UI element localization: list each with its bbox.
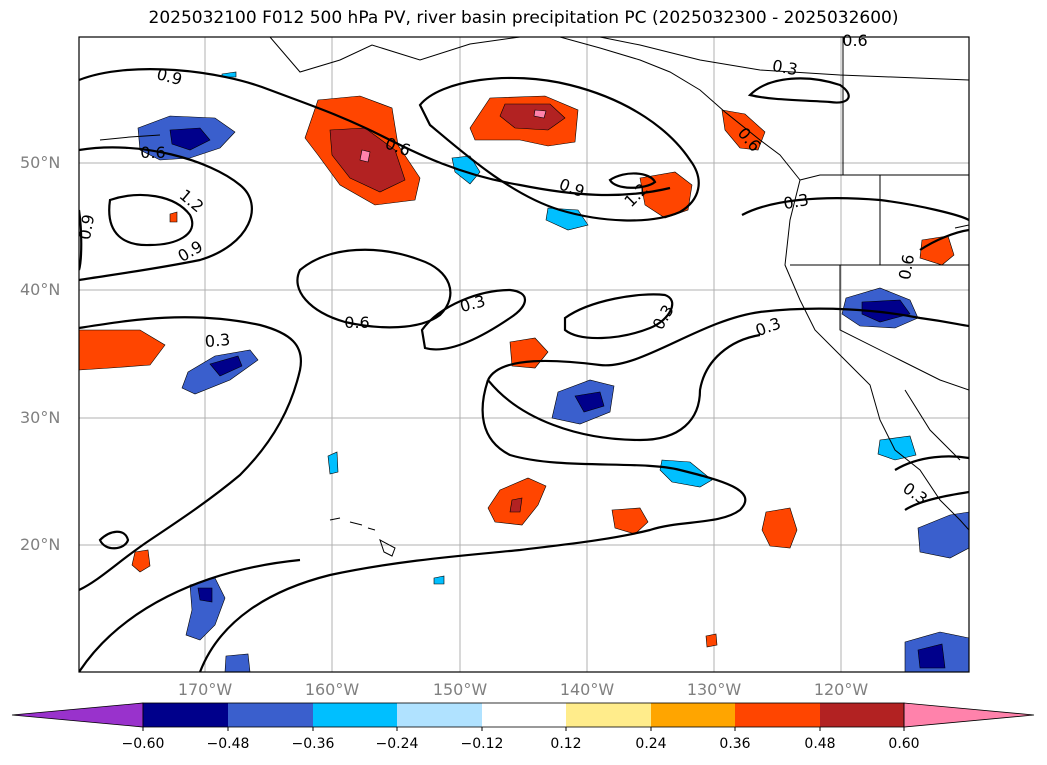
colorbar-frame	[142, 702, 905, 728]
contour-label: 0.3	[753, 314, 783, 341]
map-title: 2025032100 F012 500 hPa PV, river basin …	[148, 8, 899, 28]
contour-label: 0.9	[155, 64, 185, 89]
contour-label: 0.3	[771, 56, 799, 79]
colorbar-segment	[820, 703, 904, 727]
contour-label: 0.6	[895, 253, 918, 281]
contour-label: 0.6	[140, 143, 165, 162]
colorbar-tick-label: −0.60	[121, 736, 165, 752]
contour-label: 1.2	[176, 185, 208, 216]
lat-label-20n: 20°N	[20, 535, 61, 554]
map-frame	[78, 36, 970, 673]
colorbar-tick-label: −0.24	[375, 736, 419, 752]
lon-label-120w: 120°W	[813, 680, 869, 699]
lon-label-160w: 160°W	[304, 680, 360, 699]
lon-label-150w: 150°W	[432, 680, 488, 699]
colorbar-segment	[735, 703, 820, 727]
contour-label: 0.9	[174, 237, 206, 266]
lon-label-130w: 130°W	[686, 680, 742, 699]
colorbar-tick-label: 0.24	[635, 736, 667, 752]
contour-label: 0.3	[204, 330, 231, 351]
precip-positive-anomalies	[79, 95, 955, 648]
contour-label: 0.6	[842, 31, 867, 50]
colorbar-tick-label: 0.12	[550, 736, 582, 752]
precip-negative-anomalies	[137, 71, 969, 672]
colorbar-tick-label: −0.36	[291, 736, 335, 752]
lat-label-30n: 30°N	[20, 408, 61, 427]
colorbar-segment	[397, 703, 482, 727]
lon-label-140w: 140°W	[559, 680, 615, 699]
colorbar-extend-low	[11, 702, 144, 728]
contour-label: 0.3	[782, 190, 810, 213]
contour-label: 0.6	[344, 313, 369, 332]
contour-label: 0.3	[899, 478, 931, 508]
colorbar-tick-label: 0.48	[804, 736, 836, 752]
contour-label: 0.9	[75, 213, 98, 241]
colorbar-tick-label: −0.12	[460, 736, 504, 752]
colorbar-segment	[313, 703, 397, 727]
colorbar-extend-high	[903, 702, 1035, 728]
colorbar-segment	[482, 703, 566, 727]
contour-label: 0.3	[458, 291, 488, 316]
contour-label: 0.3	[649, 301, 678, 333]
colorbar-tick-label: 0.36	[719, 736, 751, 752]
colorbar-tick-label: 0.60	[888, 736, 920, 752]
colorbar-segment	[228, 703, 313, 727]
colorbar-tick-label: −0.48	[206, 736, 250, 752]
lat-label-50n: 50°N	[20, 153, 61, 172]
colorbar-segment	[651, 703, 735, 727]
lat-label-40n: 40°N	[20, 280, 61, 299]
colorbar-segment	[143, 703, 228, 727]
contour-label: 0.9	[557, 175, 587, 202]
colorbar	[11, 702, 1035, 731]
gridlines	[79, 37, 969, 672]
pv-contours	[79, 68, 969, 672]
lon-label-170w: 170°W	[177, 680, 233, 699]
colorbar-segment	[566, 703, 651, 727]
